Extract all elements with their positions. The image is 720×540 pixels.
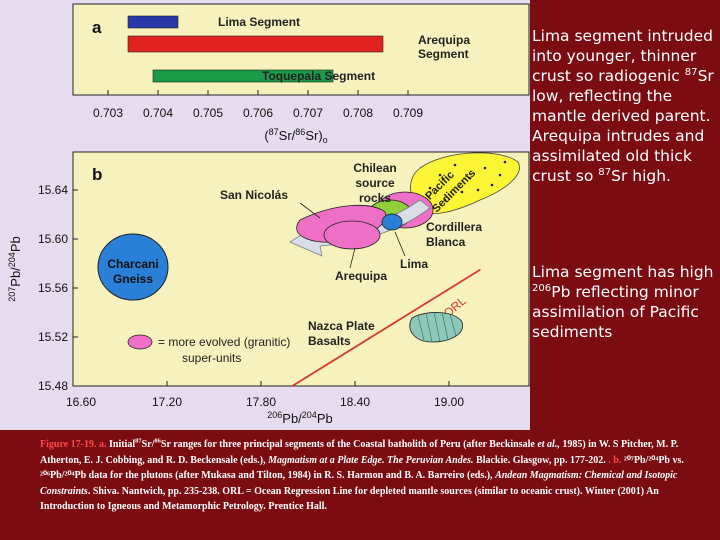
lbl-charcani-line-1: Gneiss	[113, 272, 153, 286]
figure-panel: a Lima Segment Arequipa Segment Toquepala S…	[0, 0, 530, 430]
panel-b-ylabel: 207Pb/204Pb	[7, 236, 23, 301]
tick-label-a-5: 0.708	[343, 106, 373, 120]
panel-a-letter: a	[92, 18, 102, 37]
arequipa-label: Arequipa	[335, 269, 387, 283]
bar-label-2-l2: Segment	[418, 47, 469, 61]
charcani-gneiss-field	[97, 233, 169, 301]
lima-label: Lima	[400, 257, 428, 271]
nazca-hatching	[417, 311, 457, 343]
figure-caption: Figure 17-19. a. Initial87Sr/86Sr ranges…	[40, 437, 684, 512]
tick-label-a-6: 0.709	[393, 106, 423, 120]
panel-a-ticks: 0.703 0.704 0.705 0.706 0.707 0.708 0.709	[93, 90, 423, 120]
tick-label-a-3: 0.706	[243, 106, 273, 120]
nazca-basalts-field	[409, 312, 463, 343]
tick-label-by-3: 15.52	[38, 330, 68, 344]
bar-3	[152, 69, 334, 83]
note-lima-pb: Lima segment has high 206Pb reflecting m…	[532, 263, 714, 341]
lbl-charcani-line-0: Charcani	[107, 257, 158, 271]
tick-label-by-1: 15.60	[38, 232, 68, 246]
orl-line	[291, 268, 481, 387]
panel-b-letter: b	[92, 165, 102, 184]
arequipa-field	[323, 220, 381, 250]
bar-1	[127, 15, 179, 29]
bar-label-2-l1: Arequipa	[418, 33, 470, 47]
tick-label-bx-2: 17.80	[246, 395, 276, 409]
lbl-cordillera-line-0: Cordillera	[426, 220, 482, 234]
lbl-cordillera-line-1: Blanca	[426, 235, 466, 249]
bar-label-1: Lima Segment	[218, 15, 300, 29]
tick-label-a-2: 0.705	[193, 106, 223, 120]
bar-label-3: Toquepala Segment	[262, 69, 375, 83]
san-nicolas-leader	[299, 202, 321, 219]
legend-swatch	[127, 334, 153, 350]
panel-a-xlabel: (87Sr/86Sr)o	[264, 127, 327, 145]
tick-label-a-1: 0.704	[143, 106, 173, 120]
tick-label-bx-4: 19.00	[434, 395, 464, 409]
tick-label-bx-3: 18.40	[340, 395, 370, 409]
note-lima-arequipa: Lima segment intruded into younger, thin…	[532, 27, 714, 185]
panel-b-ticks: 16.60 17.20 17.80 18.40 19.00 15.64 15.60 15.56…	[38, 183, 464, 409]
lbl-nazca-line-0: Nazca Plate	[308, 319, 375, 333]
lbl-chilean-line-1: source	[355, 176, 395, 190]
arequipa-leader	[349, 247, 356, 269]
lbl-chilean-line-0: Chilean	[353, 161, 396, 175]
tick-label-by-0: 15.64	[38, 183, 68, 197]
san-nicolas-label: San Nicolás	[220, 188, 288, 202]
tick-label-a-4: 0.707	[293, 106, 323, 120]
lbl-chilean-line-2: rocks	[359, 191, 391, 205]
tick-label-by-2: 15.56	[38, 281, 68, 295]
tick-label-a-0: 0.703	[93, 106, 123, 120]
bar-2	[127, 35, 384, 53]
tick-label-bx-1: 17.20	[152, 395, 182, 409]
legend-text: = more evolved (granitic)	[158, 335, 290, 349]
lima-field	[381, 213, 403, 231]
lbl-nazca-line-1: Basalts	[308, 334, 351, 348]
panel-b-xlabel: 206Pb/204Pb	[267, 410, 332, 426]
tick-label-by-4: 15.48	[38, 379, 68, 393]
legend-subtext: super-units	[182, 351, 241, 365]
tick-label-bx-0: 16.60	[66, 395, 96, 409]
lima-leader	[394, 231, 406, 257]
